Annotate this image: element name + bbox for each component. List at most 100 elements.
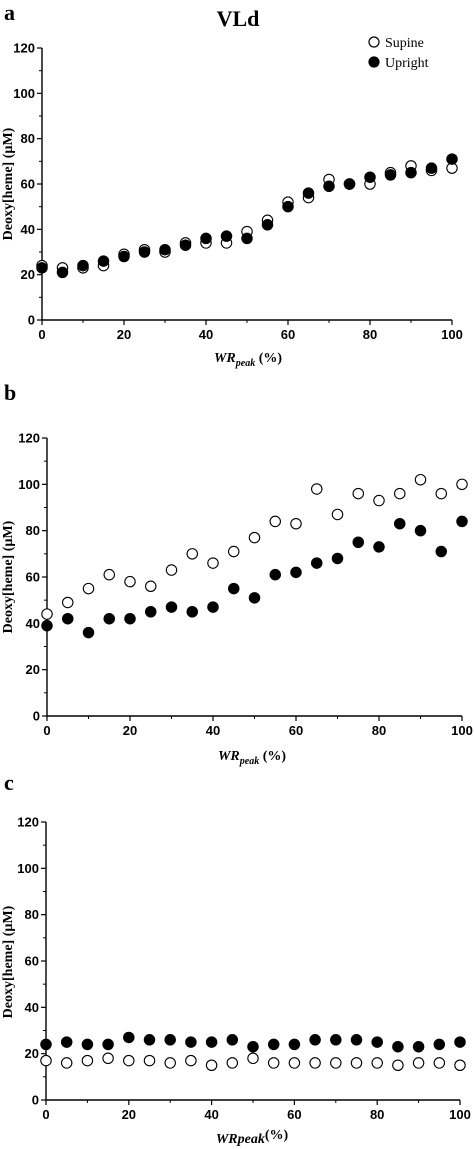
data-point-open [350, 1057, 363, 1069]
data-point-filled [456, 515, 468, 528]
y-tick-label: 0 [33, 709, 40, 724]
data-point-filled [392, 1040, 404, 1053]
data-point-open [454, 1059, 466, 1071]
data-point-open [41, 608, 53, 620]
x-axis-title-sub-b: peak [239, 756, 259, 767]
legend-label-supine: Supine [385, 36, 424, 51]
y-tick-label: 0 [28, 313, 35, 328]
data-point-filled [56, 266, 69, 279]
x-axis-title-a: WRpeak (%) [214, 351, 282, 369]
x-tick-label: 0 [38, 327, 45, 342]
data-point-open [165, 564, 178, 576]
x-tick-label: 60 [281, 327, 295, 342]
data-point-open [330, 1057, 342, 1069]
data-point-open [145, 580, 157, 593]
data-point-filled [123, 1031, 135, 1044]
data-point-open [309, 1057, 321, 1069]
y-tick-label: 40 [26, 616, 40, 631]
y-tick-label: 120 [18, 431, 40, 446]
y-axis-title-b: Deoxy[heme] (µM) [1, 520, 16, 633]
x-tick-label: 20 [122, 1107, 136, 1122]
x-axis-title-suffix-a: (%) [255, 351, 282, 366]
data-point-filled [205, 1036, 218, 1048]
data-point-open [186, 548, 199, 560]
data-point-open [269, 515, 281, 528]
x-tick-label: 80 [363, 327, 377, 342]
y-tick-label: 100 [18, 477, 40, 492]
data-point-filled [228, 582, 240, 595]
data-point-filled [247, 1040, 259, 1053]
data-point-open [392, 1059, 404, 1071]
data-point-open [82, 582, 95, 595]
plot-area-b: 0 20 40 60 80 100 120 0 20 40 60 80 100 [18, 431, 473, 739]
data-point-filled [41, 619, 53, 632]
data-point-open [393, 487, 406, 500]
y-tick-label: 100 [17, 861, 39, 876]
data-point-open [40, 1054, 52, 1067]
data-point-filled [364, 171, 376, 183]
data-point-filled [425, 162, 438, 174]
plot-area-c: 0 20 40 60 80 100 120 0 20 40 60 80 100 [17, 815, 471, 1123]
data-point-filled [309, 1034, 321, 1046]
data-point-filled [241, 232, 253, 245]
x-tick-label: 40 [204, 1107, 218, 1122]
legend-marker-supine [368, 36, 380, 48]
y-axis-title-c: Deoxy[heme] (µM) [1, 905, 16, 1018]
y-tick-label: 60 [25, 954, 39, 969]
data-point-open [290, 517, 302, 530]
x-tick-label: 20 [117, 327, 131, 342]
y-tick-label: 80 [26, 523, 40, 538]
data-point-filled [350, 1034, 363, 1046]
data-point-open [228, 545, 240, 558]
data-point-open [435, 487, 447, 500]
x-tick-label: 0 [42, 1107, 49, 1122]
x-tick-label: 40 [206, 723, 220, 738]
data-point-filled [124, 612, 136, 625]
chart-b-svg: b 0 20 40 60 80 100 120 0 20 40 60 80 100 Deoxy[heme… [1, 380, 473, 767]
data-point-filled [81, 1038, 94, 1051]
data-point-filled [282, 200, 294, 213]
data-point-open [60, 1057, 73, 1069]
data-point-open [205, 1059, 218, 1071]
data-point-open [143, 1054, 156, 1067]
x-axis-title-main-b: WR [218, 749, 240, 764]
data-point-filled [330, 1034, 342, 1046]
data-point-filled [405, 166, 417, 179]
y-axis-title-a: Deoxy[heme] (µM) [1, 127, 16, 240]
data-point-open [248, 531, 261, 544]
x-axis-title-b: WRpeak (%) [218, 749, 286, 767]
data-point-filled [36, 262, 48, 274]
chart-a-svg: a VLd Supine Upright 0 20 40 60 80 100 120 0 20 4… [1, 0, 463, 369]
data-point-filled [220, 230, 233, 242]
data-point-filled [40, 1038, 52, 1051]
data-point-open [123, 1054, 135, 1067]
x-axis-title-main-c: WRpeak [216, 1132, 265, 1147]
y-tick-label: 60 [21, 177, 35, 192]
data-point-open [61, 596, 74, 609]
data-point-filled [226, 1034, 239, 1046]
y-tick-label: 20 [21, 267, 35, 282]
x-axis-title-main-a: WR [214, 351, 236, 366]
legend-label-upright: Upright [385, 56, 429, 71]
data-point-filled [186, 606, 199, 618]
data-point-filled [102, 1038, 114, 1051]
data-point-filled [310, 557, 323, 569]
data-point-filled [261, 219, 274, 231]
data-point-filled [412, 1040, 425, 1053]
y-tick-label: 40 [25, 1000, 39, 1015]
data-point-filled [352, 536, 364, 549]
data-point-open [247, 1052, 259, 1065]
y-tick-label: 20 [26, 662, 40, 677]
panel-label-a: a [4, 0, 15, 25]
x-tick-label: 100 [441, 327, 463, 342]
x-axis-title-suffix-c: (%) [265, 1128, 289, 1143]
x-axis-title-suffix-b: (%) [259, 749, 286, 764]
legend-marker-upright [368, 56, 380, 68]
data-point-filled [267, 1038, 280, 1051]
x-tick-label: 80 [372, 723, 386, 738]
data-point-filled [179, 239, 192, 251]
data-point-filled [60, 1036, 73, 1048]
data-point-filled [323, 180, 335, 193]
legend: Supine Upright [368, 36, 429, 71]
data-point-filled [414, 524, 427, 537]
